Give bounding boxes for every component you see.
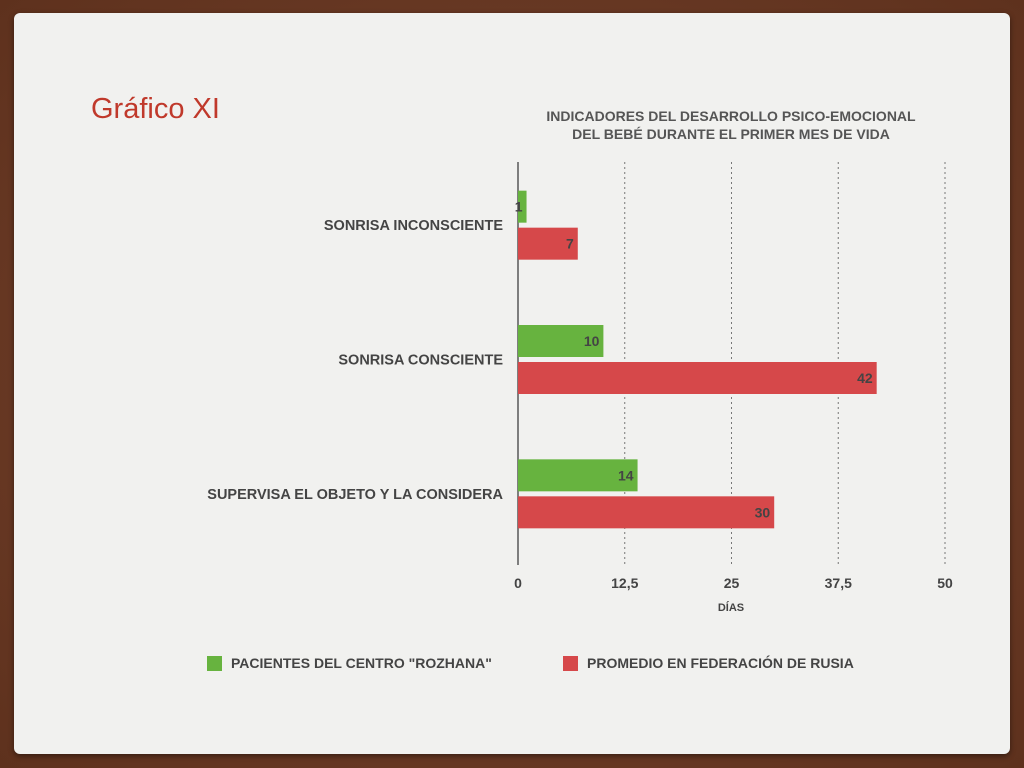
x-tick-label: 25 bbox=[724, 575, 740, 591]
bar bbox=[518, 227, 578, 260]
legend-label: PACIENTES DEL CENTRO "ROZHANA" bbox=[231, 655, 492, 671]
category-label: SONRISA CONSCIENTE bbox=[338, 353, 503, 369]
bar bbox=[518, 459, 638, 492]
legend-swatch bbox=[563, 656, 578, 671]
category-label: SUPERVISA EL OBJETO Y LA CONSIDERA bbox=[207, 487, 503, 503]
bar bbox=[518, 325, 604, 357]
data-label: 7 bbox=[566, 236, 574, 252]
x-tick-label: 0 bbox=[514, 575, 522, 591]
legend-swatch bbox=[207, 656, 222, 671]
legend-label: PROMEDIO EN FEDERACIÓN DE RUSIA bbox=[587, 654, 854, 671]
x-axis-title: DÍAS bbox=[718, 601, 744, 614]
x-tick-label: 50 bbox=[937, 575, 953, 591]
x-tick-label: 12,5 bbox=[611, 575, 638, 591]
category-label: SONRISA INCONSCIENTE bbox=[324, 218, 503, 234]
data-label: 14 bbox=[618, 467, 634, 483]
bar bbox=[518, 496, 775, 529]
slide-title: Gráfico XI bbox=[91, 93, 220, 125]
bar bbox=[518, 362, 877, 394]
data-label: 10 bbox=[584, 333, 600, 349]
data-label: 30 bbox=[755, 504, 771, 520]
data-label: 42 bbox=[857, 370, 873, 386]
x-tick-label: 37,5 bbox=[825, 575, 852, 591]
chart-title-line: DEL BEBÉ DURANTE EL PRIMER MES DE VIDA bbox=[572, 126, 890, 142]
data-label: 1 bbox=[515, 199, 523, 215]
chart-title-line: INDICADORES DEL DESARROLLO PSICO-EMOCION… bbox=[546, 108, 916, 124]
bar bbox=[518, 190, 527, 223]
